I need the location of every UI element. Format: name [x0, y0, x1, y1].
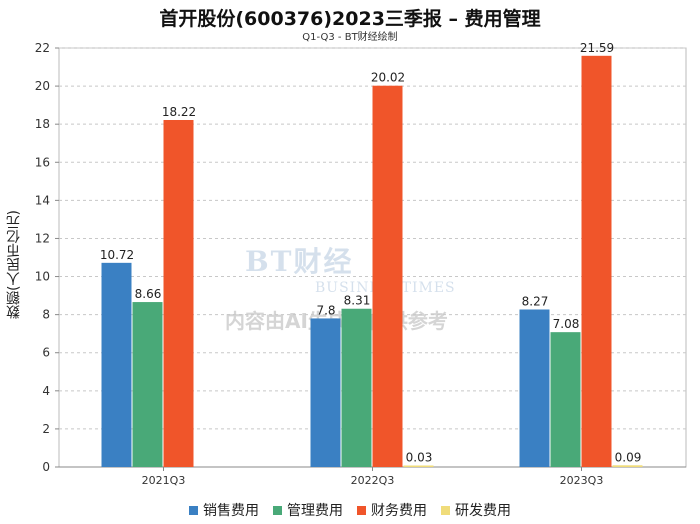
y-tick-label: 8 — [42, 308, 50, 322]
legend-label: 财务费用 — [371, 503, 427, 519]
bar-value-label: 7.08 — [553, 317, 580, 331]
legend: 销售费用 管理费用 财务费用 研发费用 — [0, 500, 700, 520]
legend-label: 管理费用 — [287, 503, 343, 519]
legend-swatch — [357, 505, 366, 515]
bar — [612, 465, 643, 467]
legend-swatch — [441, 505, 450, 515]
bar — [341, 308, 372, 467]
bar — [310, 318, 341, 467]
bar-value-label: 8.27 — [522, 294, 549, 308]
bar-value-label: 8.66 — [135, 287, 162, 301]
y-tick-label: 10 — [35, 270, 50, 284]
bar — [101, 262, 132, 467]
bar — [519, 309, 550, 467]
bar-value-label: 7.8 — [316, 303, 335, 317]
watermark-logo-text: BT财经 — [245, 245, 354, 278]
bar — [132, 302, 163, 467]
bar — [581, 55, 612, 468]
bar-value-label: 10.72 — [100, 248, 134, 262]
legend-swatch — [189, 505, 198, 515]
bar — [372, 85, 403, 468]
bar — [550, 332, 581, 467]
y-tick-label: 16 — [35, 155, 50, 169]
y-tick-label: 22 — [35, 41, 50, 55]
y-tick-label: 4 — [42, 384, 50, 398]
bar-value-label: 8.31 — [344, 294, 371, 308]
chart-title: 首开股份(600376)2023三季报 – 费用管理 — [159, 8, 541, 30]
bar — [403, 465, 434, 467]
x-tick-label: 2021Q3 — [142, 474, 186, 487]
bar-value-label: 18.22 — [162, 105, 196, 119]
legend-item: 研发费用 — [441, 500, 511, 520]
y-tick-label: 18 — [35, 117, 50, 131]
y-tick-label: 20 — [35, 79, 50, 93]
y-tick-label: 2 — [42, 422, 50, 436]
x-tick-label: 2023Q3 — [560, 474, 604, 487]
bar-value-label: 20.02 — [371, 71, 405, 85]
y-tick-label: 6 — [42, 346, 50, 360]
legend-swatch — [273, 505, 282, 515]
bar-value-label: 21.59 — [580, 41, 614, 55]
y-tick-label: 14 — [35, 193, 50, 207]
legend-label: 研发费用 — [455, 503, 511, 519]
bar-value-label: 0.03 — [406, 451, 433, 465]
legend-item: 销售费用 — [189, 500, 259, 520]
chart-subtitle: Q1-Q3 - BT财经绘制 — [302, 32, 398, 43]
y-tick-label: 0 — [42, 460, 50, 474]
legend-label: 销售费用 — [203, 503, 259, 519]
x-tick-label: 2022Q3 — [351, 474, 395, 487]
legend-item: 财务费用 — [357, 500, 427, 520]
y-tick-label: 12 — [35, 231, 50, 245]
bar-value-label: 0.09 — [615, 450, 642, 464]
legend-item: 管理费用 — [273, 500, 343, 520]
bar — [163, 119, 194, 467]
